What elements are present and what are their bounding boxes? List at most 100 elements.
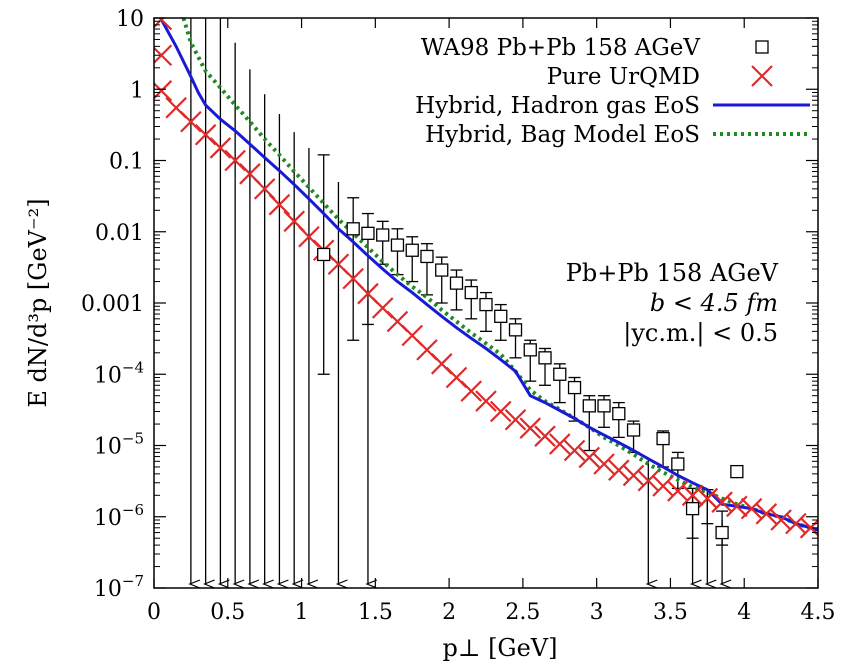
urqmd-cross-stroke — [652, 475, 674, 497]
x-axis-label-text: p⊥ [GeV] — [443, 634, 558, 662]
urqmd-cross-stroke — [460, 380, 483, 402]
x-tick-label: 0.5 — [210, 600, 245, 625]
urqmd-cross-stroke — [475, 390, 497, 412]
urqmd-cross-stroke — [504, 408, 527, 431]
wa98-data-point — [361, 226, 375, 240]
annotation-line-3: |yc.m.| < 0.5 — [623, 319, 778, 348]
urqmd-cross-stroke — [268, 193, 291, 216]
wa98-data-point — [582, 399, 596, 413]
urqmd-cross-point — [637, 469, 660, 492]
urqmd-cross-stroke — [357, 282, 379, 305]
annotation-block: Pb+Pb 158 AGeV b < 4.5 fm |yc.m.| < 0.5 — [566, 259, 779, 348]
urqmd-cross-stroke — [283, 210, 305, 233]
wa98-data-point — [538, 351, 552, 365]
urqmd-cross-stroke — [371, 297, 394, 319]
x-tick-label: 2.5 — [505, 600, 540, 625]
wa98-data-point — [508, 323, 523, 337]
urqmd-cross-stroke — [740, 497, 763, 520]
x-tick-label: 1.5 — [358, 600, 393, 625]
y-tick-label: 10 — [116, 7, 144, 32]
urqmd-cross-stroke — [445, 366, 468, 389]
urqmd-cross-point — [460, 380, 483, 402]
urqmd-cross-stroke — [489, 400, 512, 423]
wa98-data-point — [567, 380, 582, 395]
wa98-data-point — [317, 247, 331, 262]
x-tick-label: 4.5 — [801, 600, 836, 625]
urqmd-cross-point — [534, 425, 556, 447]
axes-frame — [153, 17, 819, 589]
urqmd-cross-point — [755, 503, 778, 525]
urqmd-cross-stroke — [637, 469, 660, 492]
wa98-data-point — [405, 243, 419, 257]
urqmd-cross-stroke — [755, 503, 778, 525]
plot-area — [154, 18, 818, 588]
urqmd-cross-stroke — [194, 123, 217, 146]
wa98-data-point — [494, 309, 508, 323]
wa98-data-point — [612, 406, 626, 421]
y-tick-label: 0.001 — [81, 292, 144, 317]
wa98-data-point — [479, 297, 493, 312]
wa98-data-point — [435, 263, 449, 277]
wa98-data-point — [553, 367, 567, 381]
urqmd-cross-stroke — [578, 446, 601, 469]
urqmd-cross-stroke — [770, 509, 792, 531]
urqmd-cross-point — [519, 417, 542, 439]
urqmd-cross-point — [608, 459, 630, 481]
annotation-line-1: Pb+Pb 158 AGeV — [566, 259, 779, 287]
y-axis-label: E dN/d³p [GeV⁻²] — [24, 198, 52, 407]
urqmd-cross-stroke — [622, 464, 645, 487]
urqmd-cross-stroke — [785, 512, 807, 535]
urqmd-cross-stroke — [430, 353, 453, 375]
urqmd-cross-stroke — [416, 339, 438, 361]
urqmd-cross-point — [667, 480, 689, 502]
urqmd-cross-stroke — [534, 425, 556, 447]
urqmd-cross-stroke — [327, 253, 350, 276]
urqmd-cross-point — [548, 433, 571, 455]
wa98-data-point — [685, 501, 700, 516]
annotation-line-2: b < 4.5 fm — [650, 289, 778, 317]
urqmd-cross-point — [711, 491, 733, 513]
urqmd-cross-point — [475, 390, 497, 412]
x-tick-label: 1 — [295, 600, 309, 625]
urqmd-cross-point — [593, 453, 615, 475]
urqmd-cross-stroke — [165, 96, 187, 119]
legend-label: Hybrid, Bag Model EoS — [425, 122, 700, 148]
urqmd-cross-point — [696, 487, 719, 510]
x-tick-label: 0 — [147, 600, 161, 625]
x-tick-label: 4 — [737, 600, 751, 625]
urqmd-cross-stroke — [593, 453, 615, 475]
legend-label: WA98 Pb+Pb 158 AGeV — [421, 35, 700, 61]
wa98-data-point — [715, 525, 729, 540]
urqmd-cross-point — [489, 400, 512, 423]
x-tick-label: 3.5 — [653, 600, 688, 625]
urqmd-cross-stroke — [401, 324, 424, 347]
x-tick-label: 3 — [590, 600, 604, 625]
urqmd-cross-point — [578, 446, 601, 469]
wa98-data-point — [730, 464, 744, 479]
urqmd-cross-stroke — [386, 310, 409, 333]
urqmd-cross-stroke — [224, 149, 246, 172]
legend-label: Pure UrQMD — [547, 64, 700, 90]
wa98-data-point — [376, 228, 390, 242]
tick-labels: 0 0.5 1 1.5 2 2.5 3 3.5 4 4.51010.10.010.00110−41… — [81, 7, 835, 625]
urqmd-cross-stroke — [180, 110, 202, 133]
urqmd-cross-point — [740, 497, 763, 520]
urqmd-cross-stroke — [667, 480, 689, 502]
wa98-data-point — [449, 276, 464, 290]
wa98-data-point — [671, 457, 685, 471]
urqmd-cross-stroke — [548, 433, 571, 455]
y-tick-label: 1 — [130, 78, 144, 103]
wa98-data-point — [597, 399, 611, 413]
urqmd-cross-stroke — [253, 178, 276, 200]
x-axis-label: p⊥ [GeV] — [443, 634, 558, 662]
urqmd-cross-point — [563, 439, 586, 462]
urqmd-cross-point — [180, 110, 202, 133]
x-tick-label: 2 — [442, 600, 456, 625]
urqmd-cross-stroke — [696, 487, 719, 510]
urqmd-cross-stroke — [608, 459, 630, 481]
urqmd-cross-stroke — [209, 137, 232, 159]
y-tick-label: 0.1 — [109, 150, 144, 175]
wa98-data-point — [523, 343, 537, 357]
